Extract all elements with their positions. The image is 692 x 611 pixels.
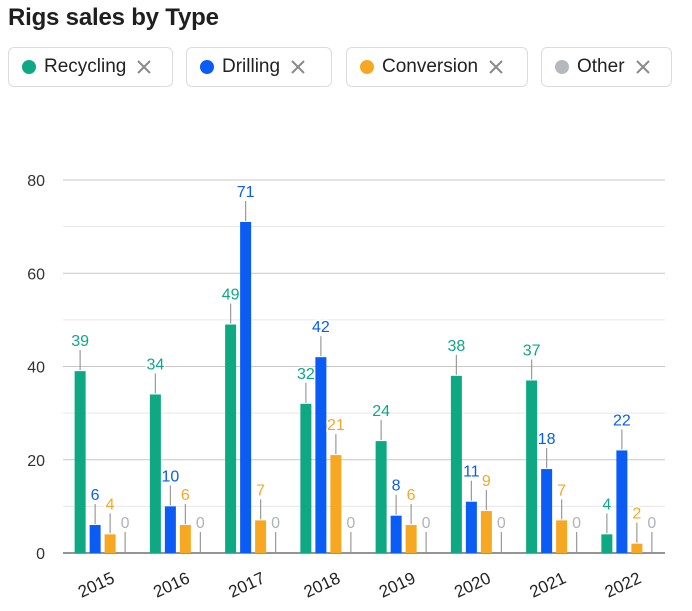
data-label: 22: [613, 412, 631, 429]
bar-drilling: [315, 357, 327, 553]
legend-chip-other[interactable]: Other: [541, 47, 672, 87]
close-icon[interactable]: [136, 59, 152, 75]
data-label: 0: [196, 515, 205, 532]
y-tick-label: 0: [36, 546, 45, 563]
legend-dot-conversion: [360, 60, 374, 74]
data-label: 0: [572, 515, 581, 532]
data-label: 49: [222, 287, 240, 304]
bar-recycling: [375, 441, 387, 553]
data-label: 2: [632, 506, 641, 523]
bar-recycling: [450, 375, 462, 553]
legend-dot-drilling: [200, 60, 214, 74]
data-label: 8: [392, 478, 401, 495]
bar-drilling: [240, 221, 252, 553]
bar-drilling: [89, 525, 101, 553]
data-label: 71: [237, 184, 255, 201]
bar-conversion: [330, 455, 342, 553]
data-label: 6: [407, 487, 416, 504]
data-label: 0: [346, 515, 355, 532]
bar-conversion: [104, 534, 116, 553]
x-tick-label: 2020: [451, 568, 493, 601]
data-label: 0: [422, 515, 431, 532]
bar-recycling: [601, 534, 613, 553]
data-label: 4: [602, 496, 611, 513]
bar-conversion: [255, 520, 267, 553]
chart-title: Rigs sales by Type: [8, 4, 219, 31]
bar-recycling: [225, 324, 237, 553]
x-tick-label: 2016: [150, 568, 192, 601]
bar-drilling: [390, 515, 402, 553]
data-label: 18: [538, 431, 556, 448]
y-tick-label: 80: [27, 173, 45, 190]
data-label: 38: [447, 338, 465, 355]
data-label: 6: [91, 487, 100, 504]
data-label: 0: [271, 515, 280, 532]
data-label: 9: [482, 473, 491, 490]
data-label: 34: [146, 356, 164, 373]
data-label: 0: [121, 515, 130, 532]
bar-drilling: [164, 506, 176, 553]
bar-conversion: [405, 525, 417, 553]
data-label: 0: [497, 515, 506, 532]
bar-drilling: [465, 501, 477, 553]
x-tick-label: 2018: [301, 568, 343, 601]
bar-recycling: [149, 394, 161, 553]
data-label: 39: [71, 333, 89, 350]
y-tick-label: 40: [27, 360, 45, 377]
bar-drilling: [541, 469, 553, 553]
bar-recycling: [526, 380, 538, 553]
legend-label-other: Other: [577, 56, 625, 77]
data-label: 10: [161, 468, 179, 485]
y-tick-label: 60: [27, 266, 45, 283]
data-label: 0: [647, 515, 656, 532]
data-label: 7: [256, 482, 265, 499]
data-label: 37: [523, 342, 541, 359]
data-label: 24: [372, 403, 390, 420]
legend-label-drilling: Drilling: [222, 56, 281, 77]
legend-dot-other: [555, 60, 569, 74]
x-tick-label: 2021: [527, 568, 569, 601]
data-label: 21: [327, 417, 345, 434]
legend-label-recycling: Recycling: [44, 56, 127, 77]
x-tick-label: 2017: [226, 568, 268, 601]
x-tick-label: 2019: [376, 568, 418, 601]
data-label: 7: [557, 482, 566, 499]
legend-chip-recycling[interactable]: Recycling: [8, 47, 173, 87]
data-label: 32: [297, 366, 315, 383]
close-icon[interactable]: [290, 59, 306, 75]
bar-recycling: [74, 371, 86, 553]
data-label: 6: [181, 487, 190, 504]
y-tick-label: 20: [27, 453, 45, 470]
bar-conversion: [556, 520, 568, 553]
bar-conversion: [179, 525, 191, 553]
legend-chip-drilling[interactable]: Drilling: [186, 47, 332, 87]
data-label: 4: [106, 496, 115, 513]
close-icon[interactable]: [488, 59, 504, 75]
bar-recycling: [300, 403, 312, 553]
x-tick-label: 2022: [602, 568, 644, 601]
bar-conversion: [480, 511, 492, 553]
legend-label-conversion: Conversion: [382, 56, 479, 77]
legend-dot-recycling: [22, 60, 36, 74]
bar-conversion: [631, 543, 643, 553]
x-tick-label: 2015: [75, 568, 117, 601]
legend-chip-conversion[interactable]: Conversion: [346, 47, 528, 87]
close-icon[interactable]: [635, 59, 651, 75]
legend: Recycling Drilling Conversion Other: [0, 47, 692, 89]
data-label: 42: [312, 319, 330, 336]
bar-drilling: [616, 450, 628, 553]
data-label: 11: [463, 464, 480, 481]
